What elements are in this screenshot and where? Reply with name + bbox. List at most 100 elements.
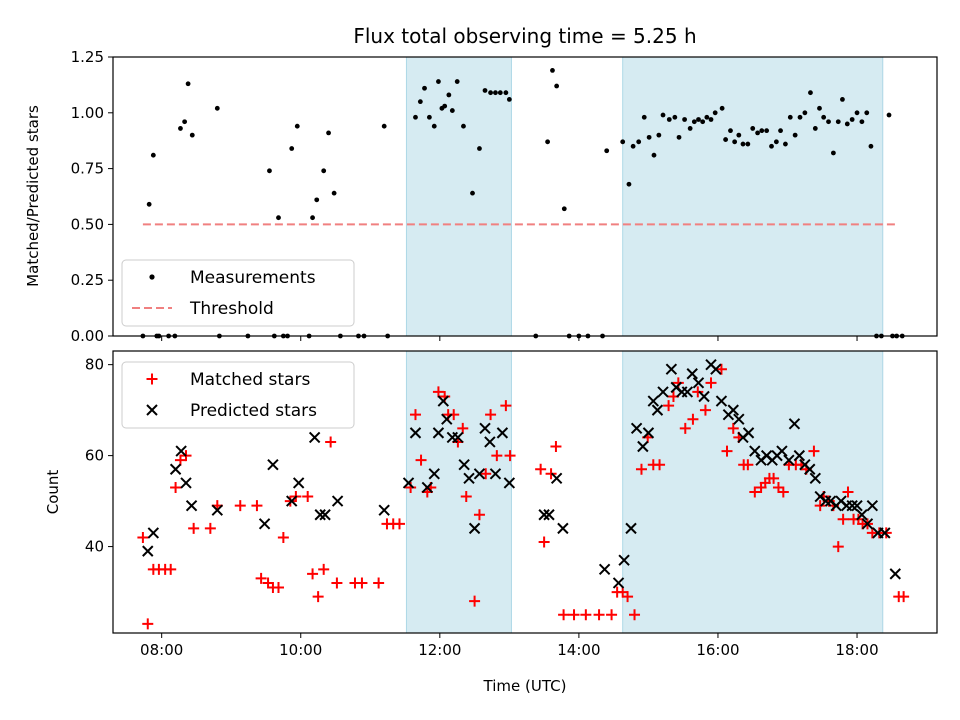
ratio-panel-y-label: Matched/Predicted stars bbox=[24, 105, 42, 287]
measurement-point bbox=[740, 141, 746, 147]
matched-star-point bbox=[580, 609, 592, 621]
measurement-point bbox=[886, 112, 892, 118]
ratio-panel: 0.00 0.25 0.50 0.75 1.00 1.25 Matched/Predict… bbox=[24, 48, 938, 345]
predicted-star-point bbox=[463, 472, 475, 485]
matched-star-point bbox=[415, 454, 427, 466]
matched-star-point bbox=[742, 459, 754, 471]
measurement-point bbox=[294, 123, 300, 129]
measurement-point bbox=[150, 152, 156, 158]
predicted-star-point bbox=[473, 468, 486, 480]
measurement-point bbox=[854, 110, 860, 116]
measurement-point bbox=[769, 143, 774, 149]
matched-star-point bbox=[654, 459, 666, 471]
matched-star-point bbox=[568, 609, 580, 621]
measurement-point bbox=[310, 215, 315, 221]
measurement-point bbox=[817, 105, 822, 111]
legend-entry-label: Predicted stars bbox=[190, 401, 317, 421]
measurement-point bbox=[708, 117, 714, 122]
ratio-panel-frame bbox=[112, 56, 938, 337]
predicted-star-point bbox=[788, 418, 801, 430]
measurement-point bbox=[488, 90, 493, 96]
measurement-point bbox=[436, 79, 441, 84]
measurement-point bbox=[778, 128, 783, 134]
ratio-y-tick-label: 1.00 bbox=[71, 104, 104, 122]
matched-star-point bbox=[325, 436, 337, 448]
measurement-point bbox=[550, 67, 555, 73]
measurement-point bbox=[214, 105, 220, 111]
matched-star-point bbox=[174, 454, 186, 466]
predicted-star-point bbox=[538, 509, 550, 521]
measurement-point bbox=[728, 128, 733, 134]
measurement-point bbox=[666, 117, 672, 122]
matched-star-point bbox=[606, 609, 618, 621]
measurement-point bbox=[830, 150, 836, 156]
predicted-star-point bbox=[378, 504, 390, 516]
measurement-point bbox=[289, 146, 295, 151]
measurement-point bbox=[620, 139, 626, 145]
matched-star-point bbox=[188, 522, 200, 534]
matched-star-point bbox=[504, 450, 516, 462]
measurement-point bbox=[641, 114, 647, 120]
predicted-star-point bbox=[856, 509, 868, 521]
measurement-point bbox=[704, 114, 710, 120]
measurement-point bbox=[660, 112, 666, 118]
predicted-star-point bbox=[503, 477, 516, 489]
matched-star-point bbox=[635, 463, 647, 475]
predicted-star-point bbox=[710, 363, 722, 375]
measurement-point bbox=[446, 92, 452, 98]
measurement-point bbox=[840, 97, 845, 102]
measurement-point bbox=[442, 103, 448, 109]
predicted-star-point bbox=[851, 499, 863, 512]
predicted-star-point bbox=[258, 518, 271, 530]
ratio-y-tick-label: 0.00 bbox=[71, 327, 104, 345]
measurement-point bbox=[461, 123, 466, 129]
matched-star-point bbox=[457, 422, 469, 434]
measurement-point bbox=[636, 139, 642, 145]
predicted-star-point bbox=[557, 522, 569, 535]
measurement-point bbox=[723, 137, 729, 142]
matched-star-point bbox=[480, 468, 492, 480]
measurement-point bbox=[503, 90, 509, 96]
measurement-point bbox=[755, 130, 760, 136]
predicted-star-point bbox=[402, 477, 415, 489]
predicted-star-point bbox=[292, 477, 305, 489]
ratio-y-tick-label: 0.75 bbox=[71, 160, 104, 178]
predicted-star-point bbox=[783, 454, 795, 466]
predicted-star-point bbox=[625, 522, 637, 535]
measurement-point bbox=[267, 168, 272, 174]
measurement-point bbox=[449, 108, 455, 113]
predicted-star-point bbox=[630, 422, 643, 435]
ratio-observing-window-1 bbox=[405, 56, 512, 337]
matched-star-point bbox=[663, 400, 675, 412]
predicted-star-point bbox=[437, 395, 450, 407]
measurement-point bbox=[783, 141, 788, 147]
measurement-point bbox=[736, 132, 742, 138]
predicted-star-point bbox=[809, 472, 822, 485]
measurement-point bbox=[630, 143, 636, 149]
matched-star-point bbox=[814, 500, 826, 512]
matched-star-point bbox=[277, 531, 289, 543]
predicted-star-point bbox=[889, 568, 901, 580]
matched-star-point bbox=[409, 409, 421, 421]
predicted-star-point bbox=[285, 495, 298, 507]
predicted-star-point bbox=[612, 577, 625, 589]
measurement-point bbox=[859, 119, 865, 125]
measurement-point bbox=[835, 119, 841, 125]
measurement-point bbox=[470, 190, 475, 196]
matched-star-point bbox=[331, 577, 343, 589]
measurement-point bbox=[691, 119, 697, 125]
matched-star-point bbox=[485, 409, 497, 421]
measurement-point bbox=[182, 119, 188, 125]
matched-star-point bbox=[302, 491, 314, 503]
count-panel: 40 60 80 08:00 10:00 12:00 14:00 16:00 18:00 Co… bbox=[44, 350, 938, 659]
measurement-point bbox=[826, 119, 831, 125]
matched-star-point bbox=[460, 491, 472, 503]
measurement-point bbox=[821, 114, 827, 120]
predicted-star-point bbox=[468, 522, 481, 535]
matched-star-point bbox=[137, 531, 149, 543]
ratio-y-tick-label: 1.25 bbox=[71, 48, 104, 66]
measurement-point bbox=[700, 119, 706, 125]
matched-star-point bbox=[721, 445, 733, 457]
measurement-point bbox=[651, 152, 657, 158]
legend-entry-label: Measurements bbox=[190, 268, 316, 288]
